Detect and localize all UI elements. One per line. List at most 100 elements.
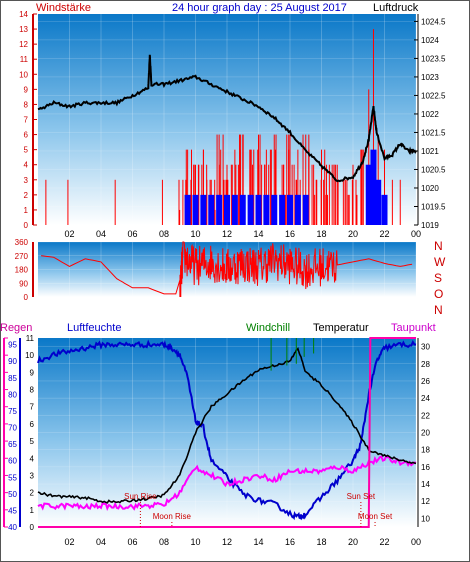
pressure-tick: 1020.5 (421, 165, 446, 174)
wind-mean-bar (263, 194, 270, 225)
wind-speed-tick: 1 (24, 206, 29, 215)
wind-mean-bar (365, 164, 372, 225)
rain-tick: 11 (26, 334, 35, 343)
wind-speed-tick: 0 (24, 221, 29, 230)
x-tick-label: 16 (285, 537, 295, 547)
temperature-tick: 10 (421, 514, 430, 523)
x-tick-label: 08 (159, 229, 169, 239)
regen-label: Regen (0, 322, 32, 334)
rain-tick: 5 (30, 437, 35, 446)
temperature-tick: 22 (421, 411, 430, 420)
x-tick-label: 00 (411, 229, 421, 239)
x-tick-label: 18 (316, 537, 326, 547)
x-tick-label: 12 (222, 229, 232, 239)
direction-letter: N (434, 239, 443, 253)
wind-mean-bar (247, 194, 254, 225)
x-tick-label: 14 (253, 229, 263, 239)
wind-speed-tick: 6 (24, 131, 29, 140)
wind-speed-tick: 13 (19, 25, 28, 34)
x-tick-label: 20 (348, 537, 358, 547)
wind-speed-tick: 14 (19, 10, 28, 19)
temperature-tick: 24 (421, 394, 430, 403)
wind-mean-bar (208, 194, 215, 225)
pressure-tick: 1024.5 (421, 17, 446, 26)
humidity-tick: 75 (8, 407, 17, 416)
annotation-label: Moon Rise (153, 512, 192, 521)
x-tick-label: 12 (222, 537, 232, 547)
rain-line (38, 337, 416, 528)
x-tick-label: 16 (285, 229, 295, 239)
wind-dir-tick: 360 (15, 238, 29, 247)
temperature-tick: 28 (421, 360, 430, 369)
humidity-tick: 45 (8, 506, 17, 515)
wind-mean-bar (375, 179, 382, 225)
wind-speed-tick: 12 (19, 40, 28, 49)
humidity-tick: 70 (8, 424, 17, 433)
dewpoint-line (37, 455, 417, 511)
temp-humidity-panel (38, 338, 416, 527)
direction-letter: O (434, 287, 443, 301)
rain-tick: 1 (30, 506, 35, 515)
temperature-line (37, 347, 417, 504)
wind-mean-bar (294, 194, 301, 225)
pressure-tick: 1022.5 (421, 91, 446, 100)
rain-tick: 10 (25, 351, 34, 360)
pressure-tick: 1019 (421, 221, 439, 230)
windchill-label: Windchill (246, 322, 290, 334)
x-tick-label: 06 (127, 229, 137, 239)
wind-mean-bar (370, 149, 377, 225)
wind-dir-tick: 0 (24, 293, 29, 302)
wind-mean-bar (279, 194, 286, 225)
humidity-tick: 95 (8, 341, 17, 350)
pressure-tick: 1024 (421, 36, 439, 45)
x-tick-label: 08 (159, 537, 169, 547)
pressure-tick: 1021.5 (421, 128, 446, 137)
x-tick-label: 18 (316, 229, 326, 239)
wind-speed-tick: 2 (24, 191, 29, 200)
wind-mean-bar (239, 194, 246, 225)
x-tick-label: 04 (96, 229, 106, 239)
pressure-tick: 1023 (421, 73, 439, 82)
annotation-label: Sun Rise (124, 492, 157, 501)
header-left-label: Windstärke (36, 2, 91, 14)
rain-tick: 4 (30, 454, 35, 463)
wind-speed-tick: 10 (19, 70, 28, 79)
temperature-tick: 20 (421, 429, 430, 438)
wind-dir-tick: 90 (19, 279, 28, 288)
direction-letter: N (434, 303, 443, 317)
humidity-tick: 55 (8, 473, 17, 482)
humidity-tick: 85 (8, 374, 17, 383)
x-tick-label: 02 (64, 537, 74, 547)
humidity-tick: 40 (8, 523, 17, 532)
wind-speed-tick: 4 (24, 161, 29, 170)
wind-mean-bar (224, 194, 230, 225)
wind-mean-bar (381, 194, 388, 225)
x-tick-label: 00 (411, 537, 421, 547)
wind-mean-bar (255, 194, 262, 225)
pressure-tick: 1019.5 (421, 202, 446, 211)
wind-speed-tick: 9 (24, 85, 29, 94)
rain-tick: 7 (30, 403, 35, 412)
temperatur-label: Temperatur (313, 322, 369, 334)
x-tick-label: 10 (190, 229, 200, 239)
header-title: 24 hour graph day : 25 August 2017 (172, 2, 347, 14)
wind-mean-bar (287, 194, 293, 225)
wind-mean-bar (184, 194, 191, 225)
wind-speed-tick: 3 (24, 176, 29, 185)
temperature-tick: 30 (421, 343, 430, 352)
annotation-label: Moon Set (358, 512, 393, 521)
wind-mean-bar (271, 194, 278, 225)
annotation-label: Sun Set (347, 492, 376, 501)
x-tick-label: 20 (348, 229, 358, 239)
wind-speed-tick: 11 (20, 55, 29, 64)
pressure-tick: 1020 (421, 184, 439, 193)
temperature-tick: 18 (421, 446, 430, 455)
wind-mean-bar (192, 194, 199, 225)
luftfeuchte-label: Luftfeuchte (67, 322, 121, 334)
wind-mean-bar (302, 194, 309, 225)
temperature-tick: 12 (421, 497, 430, 506)
temperature-tick: 16 (421, 463, 430, 472)
header-right-label: Luftdruck (373, 2, 419, 14)
x-tick-label: 10 (190, 537, 200, 547)
